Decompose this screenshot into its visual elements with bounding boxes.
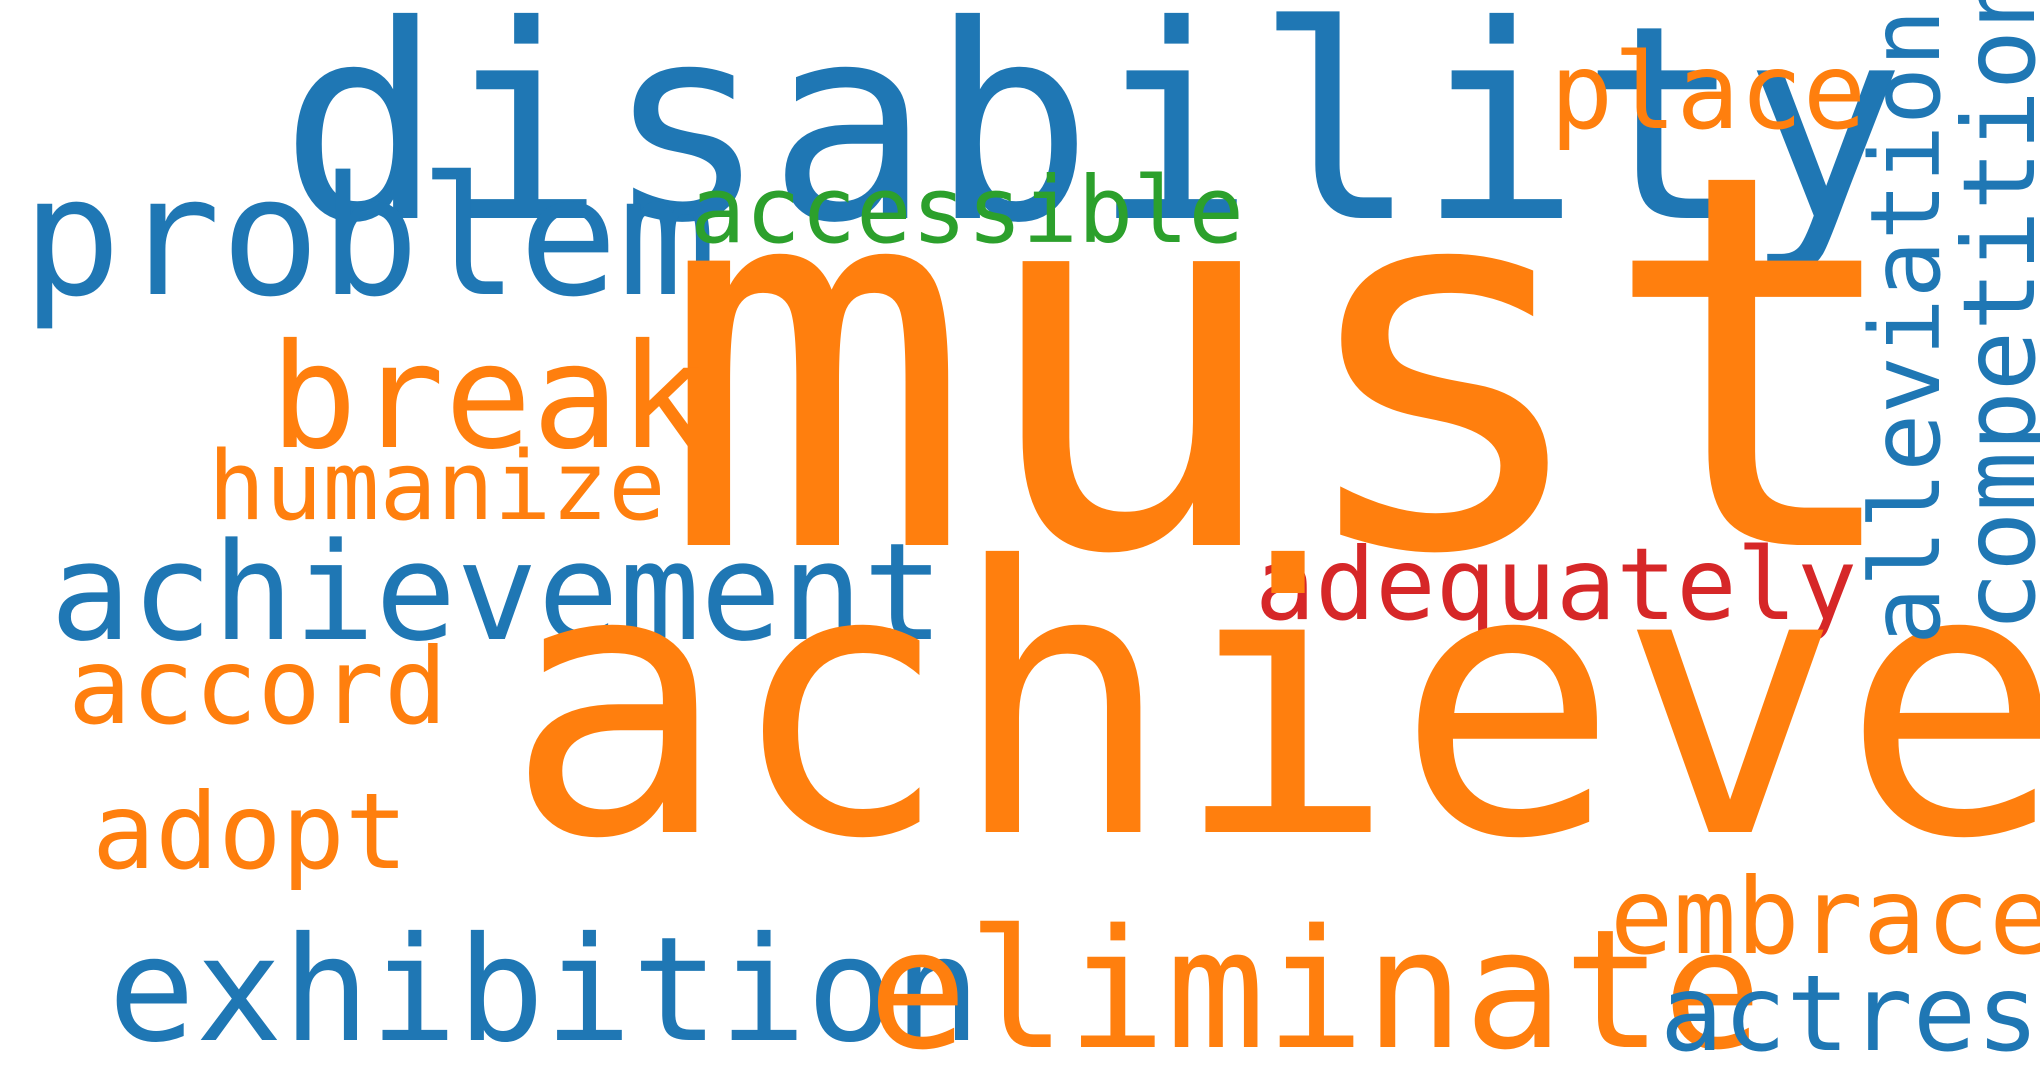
word-place: place — [1550, 31, 1867, 153]
word-adequately: adequately — [1255, 526, 1858, 643]
word-accessible: accessible — [690, 157, 1244, 264]
word-break: break — [270, 313, 707, 482]
word-actress: actress — [1660, 953, 2040, 1075]
word-competition: competition — [1941, 0, 2040, 632]
word-achieve: achieve — [505, 490, 2040, 920]
word-disability: disability — [280, 0, 1906, 282]
word-must: must — [660, 62, 1913, 668]
word-humanize: humanize — [208, 432, 666, 542]
word-adopt: adopt — [92, 771, 409, 893]
word-accord: accord — [68, 626, 448, 748]
word-problem: problem — [22, 141, 718, 333]
word-alleviation: alleviation — [1850, 9, 1962, 645]
word-embrace: embrace — [1610, 856, 2040, 978]
word-achievement: achievement — [50, 514, 945, 671]
word-eliminate: eliminate — [868, 894, 1763, 1086]
word-exhibition: exhibition — [108, 906, 981, 1075]
